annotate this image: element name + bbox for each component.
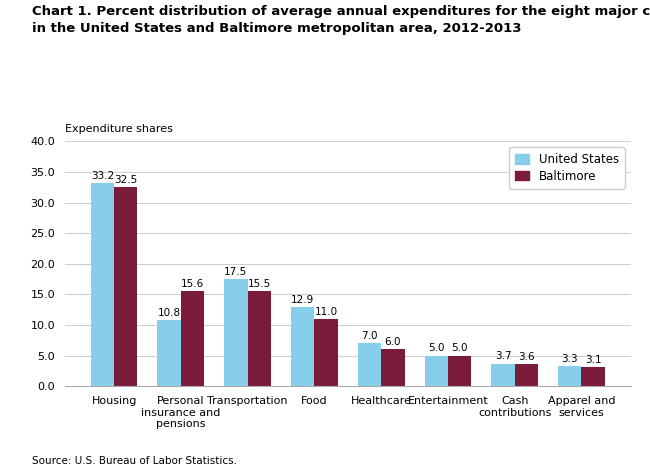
Text: 6.0: 6.0 [385,337,401,347]
Text: 17.5: 17.5 [224,267,248,277]
Bar [224,279,248,386]
Text: 3.3: 3.3 [562,354,578,364]
Bar [114,187,137,386]
Bar [558,366,582,386]
Text: 15.5: 15.5 [248,279,271,289]
Bar [248,291,271,386]
Text: 32.5: 32.5 [114,175,137,185]
Legend: United States, Baltimore: United States, Baltimore [509,147,625,188]
Bar [424,356,448,386]
Text: 3.1: 3.1 [585,355,601,365]
Text: 3.6: 3.6 [518,352,535,362]
Text: Source: U.S. Bureau of Labor Statistics.: Source: U.S. Bureau of Labor Statistics. [32,456,237,466]
Bar [491,364,515,386]
Text: Expenditure shares: Expenditure shares [65,124,173,134]
Bar [91,183,114,386]
Text: 5.0: 5.0 [451,343,468,353]
Bar [358,343,381,386]
Text: 5.0: 5.0 [428,343,445,353]
Bar [157,320,181,386]
Bar [515,364,538,386]
Bar [381,349,404,386]
Text: 10.8: 10.8 [157,308,181,318]
Bar [582,367,604,386]
Text: 3.7: 3.7 [495,351,512,361]
Text: Chart 1. Percent distribution of average annual expenditures for the eight major: Chart 1. Percent distribution of average… [32,5,650,35]
Text: 11.0: 11.0 [315,307,337,317]
Bar [315,319,338,386]
Bar [181,291,204,386]
Bar [291,307,315,386]
Bar [448,356,471,386]
Text: 33.2: 33.2 [91,171,114,181]
Text: 15.6: 15.6 [181,278,204,289]
Text: 12.9: 12.9 [291,295,315,305]
Text: 7.0: 7.0 [361,331,378,341]
